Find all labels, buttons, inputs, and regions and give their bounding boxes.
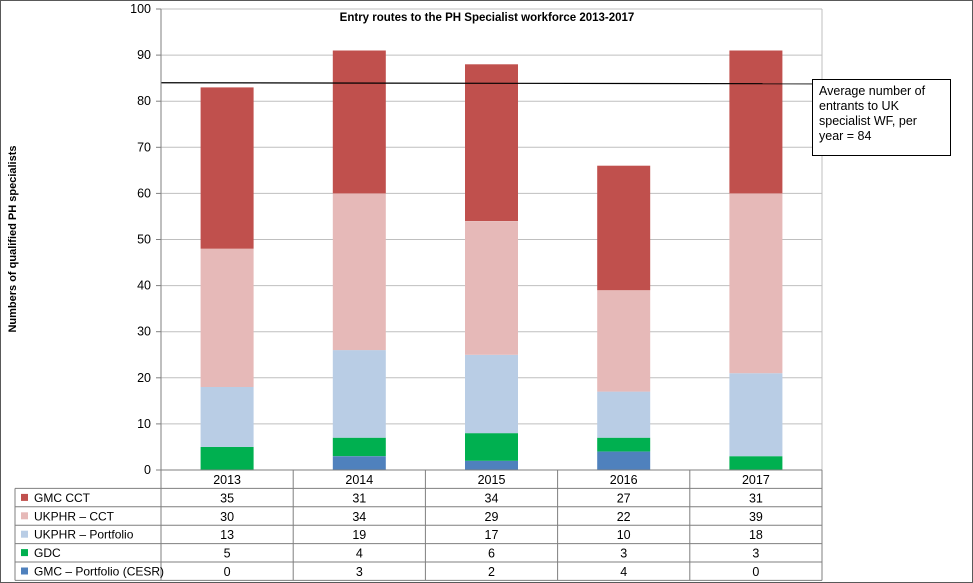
data-label: 0 xyxy=(752,565,759,579)
bar-segment xyxy=(465,433,518,461)
y-tick-label: 80 xyxy=(137,94,151,108)
data-label: 4 xyxy=(356,547,363,561)
data-label: 31 xyxy=(352,491,366,505)
legend-label: UKPHR – Portfolio xyxy=(34,528,134,542)
data-label: 39 xyxy=(749,510,763,524)
data-label: 18 xyxy=(749,528,763,542)
y-tick-label: 0 xyxy=(144,463,151,477)
bar-segment xyxy=(200,87,254,249)
y-tick-label: 30 xyxy=(137,325,151,339)
data-label: 34 xyxy=(352,510,366,524)
data-label: 4 xyxy=(620,565,627,579)
y-axis-label: Numbers of qualified PH specialists xyxy=(7,145,19,332)
x-tick-label: 2016 xyxy=(610,473,638,487)
data-label: 29 xyxy=(485,510,499,524)
x-tick-label: 2013 xyxy=(213,473,241,487)
bar-segment xyxy=(200,446,254,470)
data-label: 3 xyxy=(356,565,363,579)
data-label: 34 xyxy=(485,491,499,505)
data-label: 6 xyxy=(488,547,495,561)
bar-segment xyxy=(332,193,386,351)
bar-segment xyxy=(465,221,518,355)
data-label: 27 xyxy=(617,491,631,505)
bars xyxy=(200,50,783,470)
bar-segment xyxy=(729,456,783,470)
bar-segment xyxy=(729,193,783,374)
bar-segment xyxy=(465,460,518,470)
data-label: 17 xyxy=(485,528,499,542)
y-tick-label: 10 xyxy=(137,417,151,431)
y-tick-label: 70 xyxy=(137,140,151,154)
data-label: 35 xyxy=(220,491,234,505)
legend-key xyxy=(21,512,28,520)
chart-title: Entry routes to the PH Specialist workfo… xyxy=(340,12,635,24)
bar-segment xyxy=(465,64,518,221)
x-tick-label: 2017 xyxy=(742,473,770,487)
data-label: 31 xyxy=(749,491,763,505)
bar-segment xyxy=(332,50,386,194)
x-tick-label: 2014 xyxy=(345,473,373,487)
x-tick-label: 2015 xyxy=(478,473,506,487)
legend-label: GDC xyxy=(34,546,61,560)
bar-segment xyxy=(200,387,254,447)
average-annotation: Average number of entrants to UK special… xyxy=(812,79,951,156)
data-label: 10 xyxy=(617,528,631,542)
y-tick-label: 50 xyxy=(137,233,151,247)
legend-label: GMC CCT xyxy=(34,491,91,505)
legend-key xyxy=(21,530,28,538)
y-tick-label: 90 xyxy=(137,48,151,62)
legend-key xyxy=(21,567,28,575)
bar-segment xyxy=(597,437,651,452)
data-label: 22 xyxy=(617,510,631,524)
y-tick-label: 100 xyxy=(130,2,151,16)
legend-label: UKPHR – CCT xyxy=(34,509,115,523)
data-label: 19 xyxy=(352,528,366,542)
bar-segment xyxy=(729,50,783,194)
bar-segment xyxy=(332,456,386,470)
y-tick-label: 60 xyxy=(137,186,151,200)
bar-segment xyxy=(465,354,518,434)
data-label: 2 xyxy=(488,565,495,579)
data-label: 13 xyxy=(220,528,234,542)
legend-label: GMC – Portfolio (CESR) xyxy=(34,565,164,579)
data-label: 5 xyxy=(224,547,231,561)
y-tick-label: 20 xyxy=(137,371,151,385)
data-label: 3 xyxy=(752,547,759,561)
bar-segment xyxy=(597,290,651,392)
bar-segment xyxy=(729,373,783,457)
bar-segment xyxy=(597,451,651,470)
y-tick-label: 40 xyxy=(137,279,151,293)
data-label: 30 xyxy=(220,510,234,524)
legend-key xyxy=(21,493,28,501)
data-label: 0 xyxy=(224,565,231,579)
data-label: 3 xyxy=(620,547,627,561)
reference-line-group xyxy=(160,82,814,85)
bar-segment xyxy=(332,437,386,457)
average-line xyxy=(160,82,814,85)
bar-segment xyxy=(597,391,651,438)
bar-segment xyxy=(332,350,386,438)
legend-key xyxy=(21,549,28,557)
bar-segment xyxy=(200,248,254,387)
bar-segment xyxy=(597,165,651,291)
